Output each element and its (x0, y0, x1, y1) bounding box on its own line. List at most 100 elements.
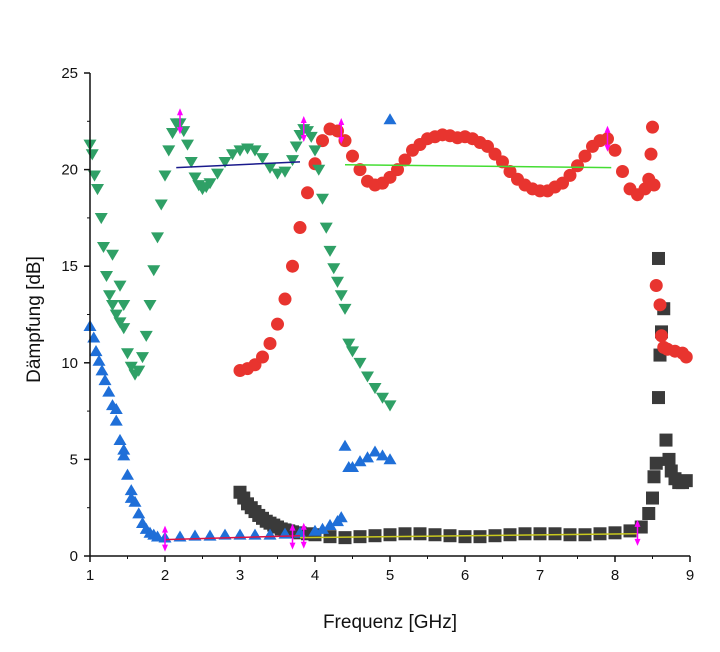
series-3-point (124, 484, 138, 496)
series-2-point (113, 280, 127, 292)
series-3-point (102, 385, 116, 397)
series-0-point (652, 391, 665, 405)
series-2-point (100, 270, 113, 283)
x-tick-label: 2 (161, 567, 169, 584)
series-2-point (166, 128, 179, 140)
series-1-point (655, 329, 668, 343)
series-2-point (271, 168, 284, 180)
series-2-point (203, 178, 217, 190)
series-3-point (188, 529, 202, 541)
series-2-point (147, 265, 161, 277)
x-tick-label: 6 (461, 567, 469, 584)
series-2-point (158, 170, 172, 182)
series-0-point (623, 524, 637, 538)
series-0-point (518, 527, 532, 541)
series-1-point (571, 159, 584, 173)
fit-line-3 (299, 533, 638, 539)
series-1-point (398, 153, 412, 167)
x-tick-label: 3 (236, 567, 244, 584)
series-0-point (458, 530, 472, 544)
series-0-point (608, 526, 622, 540)
x-tick-label: 7 (536, 567, 544, 584)
series-2-point (132, 365, 146, 377)
series-2-point (94, 213, 108, 225)
series-2-point (361, 371, 374, 383)
series-1-point (316, 134, 329, 148)
series-2-point (263, 162, 277, 174)
series-1-point (653, 298, 667, 312)
series-0-point (383, 528, 397, 542)
series-2-point (286, 155, 299, 167)
series-1-point (649, 279, 663, 293)
series-2-point (109, 309, 123, 321)
series-3-point (338, 439, 352, 451)
x-tick-label: 8 (611, 567, 619, 584)
series-1-point (271, 317, 284, 331)
series-2-point (88, 170, 101, 182)
series-2-point (106, 249, 119, 261)
series-2-point (124, 361, 138, 373)
series-2-point (248, 145, 262, 157)
range-marker (162, 525, 168, 552)
series-2-point (256, 153, 269, 165)
series-1-point (391, 163, 404, 177)
range-marker (289, 523, 296, 550)
series-3-point (383, 113, 397, 125)
range-marker (300, 116, 307, 143)
series-2-point (353, 357, 367, 369)
series-2-point (181, 139, 194, 151)
series-2-point (218, 156, 232, 169)
series-2-point (289, 141, 303, 153)
series-1-point (496, 155, 509, 169)
series-3-point (109, 402, 123, 415)
series-0-point (646, 491, 659, 505)
series-2-point (139, 330, 153, 342)
series-1-point (301, 186, 314, 200)
series-3-point (121, 468, 134, 480)
series-3-point (383, 453, 397, 465)
series-3-point (124, 491, 138, 503)
series-2-point (304, 131, 318, 143)
series-3-point (376, 449, 389, 461)
series-1-point (608, 143, 622, 157)
series-3-point (323, 518, 337, 530)
series-3-point (368, 445, 382, 457)
series-2-point (278, 166, 292, 178)
series-2-point (316, 193, 329, 205)
series-3-point (248, 528, 262, 540)
series-0-point (659, 433, 673, 447)
range-marker (300, 522, 307, 549)
series-3-point (117, 449, 131, 461)
series-0-point (649, 456, 663, 470)
series-0-point (398, 527, 412, 541)
series-2-point (117, 323, 131, 335)
fit-line-1 (344, 164, 612, 169)
series-2-point (226, 149, 239, 161)
y-tick-label: 5 (70, 451, 78, 468)
series-0-point (473, 530, 487, 544)
series-2-point (143, 299, 157, 312)
series-1-point (353, 163, 367, 177)
axes: 1 2 3 4 5 6 7 8 9 0 5 10 15 20 25 (61, 65, 694, 584)
series-1-point (293, 221, 307, 235)
series-2-point (151, 232, 164, 244)
fit-line-0 (176, 161, 301, 169)
series-1-point (578, 149, 592, 163)
x-tick-label: 1 (86, 567, 94, 584)
series-1-point (563, 168, 577, 182)
x-tick-label: 9 (686, 567, 694, 584)
series-3-point (117, 443, 131, 455)
series-3-point (334, 511, 348, 523)
series-2-point (188, 172, 202, 184)
x-tick-label: 5 (386, 567, 394, 584)
series-3-point (113, 433, 127, 445)
series-2-point (323, 245, 337, 257)
series-2-point (376, 392, 389, 404)
series-1-point (263, 336, 277, 350)
series-3-point (132, 507, 146, 519)
series-3-point (316, 522, 329, 534)
y-tick-label: 20 (61, 162, 78, 179)
series-3-point (95, 364, 109, 376)
series-0-point (642, 506, 656, 520)
